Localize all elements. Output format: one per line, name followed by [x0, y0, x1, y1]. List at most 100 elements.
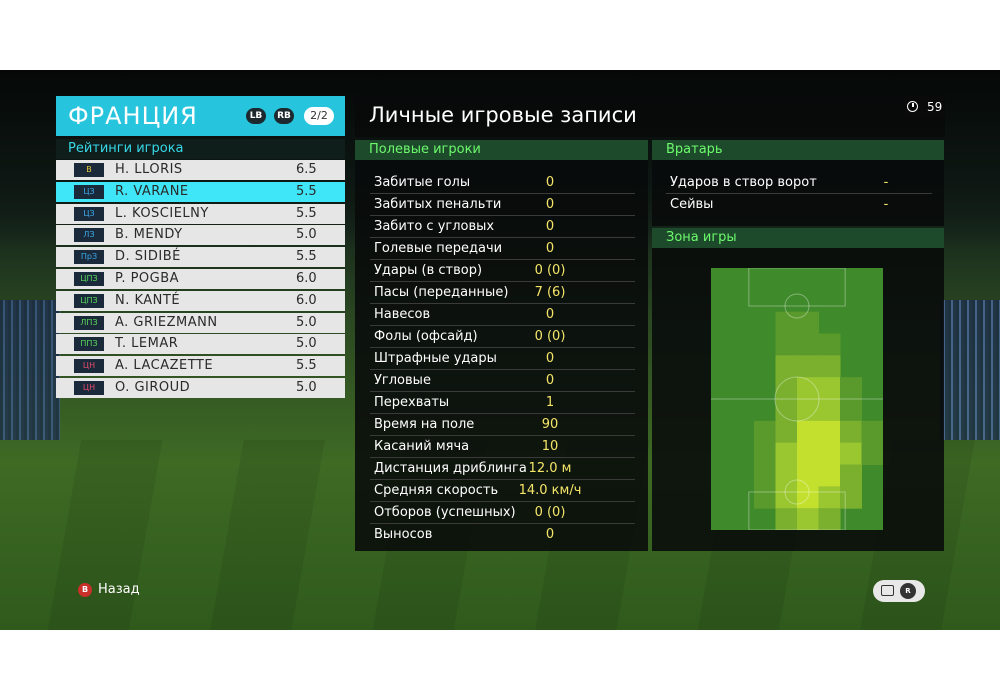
team-name: ФРАНЦИЯ: [68, 102, 198, 130]
stat-row: Забитых пенальти 0: [370, 194, 635, 216]
gk-section-header: Вратарь: [652, 140, 944, 160]
position-badge: ЦЗ: [74, 184, 104, 199]
player-name: R. VARANE: [115, 183, 189, 199]
center-circle: [774, 376, 820, 422]
stat-row: Ударов в створ ворот -: [666, 172, 932, 194]
player-name: P. POGBA: [115, 270, 180, 286]
position-badge: ЛПЗ: [74, 315, 104, 330]
stat-row: Перехваты 1: [370, 392, 635, 414]
stat-label: Дистанция дриблинга: [374, 461, 527, 476]
player-rating: 5.5: [296, 183, 317, 199]
timer-value: 59: [927, 100, 943, 114]
player-row[interactable]: ЦЗ L. KOSCIELNY 5.5: [56, 203, 345, 224]
zone-panel: Зона игры: [652, 228, 944, 551]
player-name: L. KOSCIELNY: [115, 205, 209, 221]
heatmap-cell: [775, 486, 798, 509]
rb-button-icon[interactable]: RB: [274, 108, 294, 124]
heatmap-cell: [797, 399, 819, 422]
heatmap-cell: [775, 420, 798, 444]
heatmap-cell: [775, 355, 798, 378]
player-row[interactable]: В H. LLORIS 6.5: [56, 160, 345, 180]
heatmap-cell: [840, 464, 862, 487]
heatmap-cell: [797, 486, 819, 509]
stat-value: 90: [541, 417, 559, 432]
player-row[interactable]: ЦПЗ N. KANTÉ 6.0: [56, 290, 345, 311]
stat-label: Отборов (успешных): [374, 505, 516, 520]
stat-label: Средняя скорость: [374, 483, 499, 498]
penalty-box-top: [748, 268, 846, 307]
heatmap-cell: [797, 377, 819, 400]
stat-label: Удары (в створ): [374, 263, 483, 278]
stat-label: Пасы (переданные): [374, 285, 509, 300]
penalty-arc-top: [784, 293, 810, 319]
heatmap-cell: [818, 508, 841, 530]
stat-value: 14.0 км/ч: [518, 483, 582, 498]
stat-label: Сейвы: [670, 197, 714, 212]
player-name: D. SIDIBÉ: [115, 249, 181, 265]
heatmap-cell: [797, 311, 819, 334]
b-button-icon: B: [78, 583, 92, 597]
field-stats-list: Забитые голы 0 Забитых пенальти 0 Забито с у…: [370, 172, 635, 545]
stat-label: Забитые голы: [374, 175, 471, 190]
player-row[interactable]: ЛПЗ A. GRIEZMANN 5.0: [56, 312, 345, 333]
player-row[interactable]: ЦН O. GIROUD 5.0: [56, 377, 345, 398]
heatmap-cell: [775, 377, 798, 400]
player-row[interactable]: ЦН A. LACAZETTE 5.5: [56, 356, 345, 377]
stat-row: Отборов (успешных) 0 (0): [370, 502, 635, 524]
stat-value: 0: [545, 527, 555, 542]
position-badge: ППЗ: [74, 337, 104, 352]
stat-row: Средняя скорость 14.0 км/ч: [370, 480, 635, 502]
stat-value: 7 (6): [534, 285, 566, 300]
stat-value: 10: [541, 439, 559, 454]
stat-value: 0: [545, 197, 555, 212]
stat-row: Фолы (офсайд) 0 (0): [370, 326, 635, 348]
player-row[interactable]: ЛЗ B. MENDY 5.0: [56, 225, 345, 246]
player-row[interactable]: ППЗ T. LEMAR 5.0: [56, 334, 345, 355]
controls-pill[interactable]: R: [873, 580, 925, 602]
heatmap-cell: [840, 486, 862, 509]
position-badge: ЦН: [74, 359, 104, 374]
heatmap-cell: [840, 442, 862, 465]
lb-button-icon[interactable]: LB: [246, 108, 266, 124]
stat-label: Время на поле: [374, 417, 475, 432]
player-row[interactable]: ЦПЗ P. POGBA 6.0: [56, 268, 345, 289]
stat-row: Пасы (переданные) 7 (6): [370, 282, 635, 304]
heatmap-cell: [775, 508, 798, 530]
gk-stats-list: Ударов в створ ворот - Сейвы -: [666, 172, 932, 215]
stat-value: 0: [545, 351, 555, 366]
stat-label: Навесов: [374, 307, 431, 322]
heatmap-cell: [818, 442, 841, 465]
position-badge: ЦПЗ: [74, 271, 104, 286]
right-stick-icon: R: [900, 583, 916, 599]
player-rating: 6.5: [296, 162, 317, 177]
heatmap-cell: [840, 420, 862, 444]
player-rating: 6.0: [296, 270, 317, 286]
player-row[interactable]: ЦЗ R. VARANE 5.5: [56, 181, 345, 202]
player-name: N. KANTÉ: [115, 292, 181, 308]
heatmap-cell: [861, 420, 883, 444]
heatmap-cell: [797, 355, 819, 378]
back-label: Назад: [98, 582, 140, 597]
player-name: O. GIROUD: [115, 379, 191, 395]
heatmap-cell: [775, 333, 798, 356]
heatmap-cell: [775, 442, 798, 465]
stat-row: Время на поле 90: [370, 414, 635, 436]
zone-section-header: Зона игры: [652, 228, 944, 248]
position-badge: ЛЗ: [74, 228, 104, 243]
player-row[interactable]: ПрЗ D. SIDIBÉ 5.5: [56, 247, 345, 268]
position-badge: ЦПЗ: [74, 293, 104, 308]
stat-value: 0: [545, 373, 555, 388]
stat-value: 0 (0): [534, 263, 566, 278]
heatmap-cell: [754, 442, 776, 465]
chat-icon: [881, 585, 894, 596]
stat-value: 0: [545, 307, 555, 322]
heatmap-cell: [840, 399, 862, 422]
stat-row: Выносов 0: [370, 524, 635, 545]
heatmap-cell: [861, 442, 883, 465]
player-rating: 5.5: [296, 249, 317, 265]
stat-value: 0: [545, 241, 555, 256]
stat-label: Забито с угловых: [374, 219, 495, 234]
player-rating: 5.5: [296, 358, 317, 374]
player-name: H. LLORIS: [115, 162, 183, 177]
heatmap-cell: [818, 377, 841, 400]
